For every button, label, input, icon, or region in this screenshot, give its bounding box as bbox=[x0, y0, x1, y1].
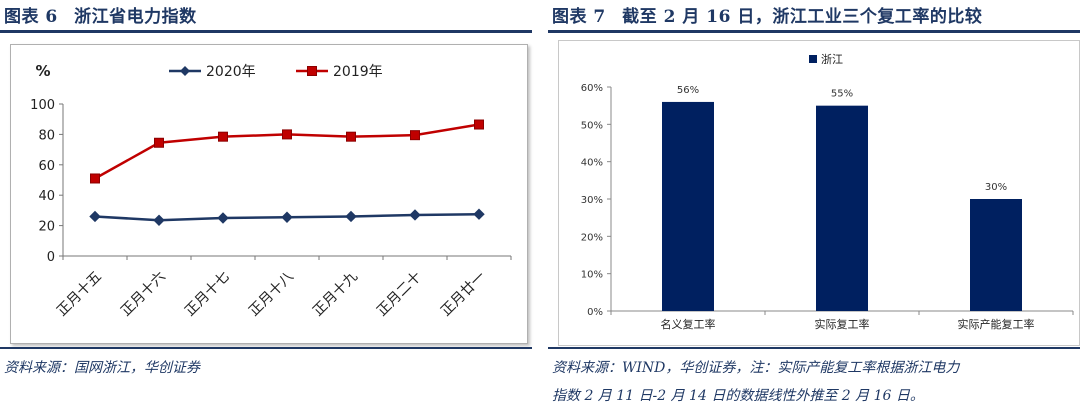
x-tick-label: 正月廿一 bbox=[438, 269, 489, 320]
line-chart-svg: 0 20 40 60 80 100% 正月十五 正月十六 正月十七 正月十八 正月十九 正月二十 正月廿… bbox=[30, 62, 512, 320]
data-point-marker bbox=[345, 210, 357, 223]
data-point-marker bbox=[409, 209, 421, 221]
left-figure-label: 图表 6 bbox=[4, 7, 58, 27]
y-axis-label: % bbox=[35, 62, 50, 80]
bar-实际复工率 bbox=[816, 105, 868, 312]
y-tick-label: 0% bbox=[587, 307, 603, 318]
y-tick-label: 50% bbox=[581, 120, 603, 131]
x-tick-label: 正月十七 bbox=[182, 269, 233, 320]
bar-实际产能复工率 bbox=[970, 199, 1022, 311]
bar-data-label: 55% bbox=[831, 89, 853, 100]
left-bottom-rule bbox=[0, 347, 532, 349]
legend-marker bbox=[180, 66, 190, 76]
y-tick-label: 60 bbox=[38, 159, 55, 174]
right-source-line-2: 指数 2 月 11 日-2 月 14 日的数据线性外推至 2 月 16 日。 bbox=[552, 388, 924, 404]
data-point-marker bbox=[153, 214, 165, 226]
legend-label: 2019年 bbox=[333, 64, 383, 80]
left-source-note: 资料来源：国网浙江，华创证券 bbox=[4, 360, 200, 376]
bar-data-label: 30% bbox=[985, 182, 1007, 193]
right-figure-title: 截至 2 月 16 日，浙江工业三个复工率的比较 bbox=[622, 7, 983, 27]
left-line-chart: 0 20 40 60 80 100% 正月十五 正月十六 正月十七 正月十八 正月十九 正月二十 正月廿… bbox=[10, 44, 528, 344]
data-point-marker bbox=[89, 210, 101, 223]
y-tick-label: 40% bbox=[581, 158, 603, 169]
y-tick-label: 40 bbox=[38, 189, 55, 204]
x-tick-label: 正月二十 bbox=[374, 269, 425, 320]
data-point-marker bbox=[90, 173, 100, 184]
left-figure-panel: 图表 6 浙江省电力指数 0 20 40 60 80 100% 正月十五 正月十六 正月十七 正月… bbox=[0, 0, 532, 410]
x-tick-label: 实际产能复工率 bbox=[958, 317, 1035, 331]
data-point-marker bbox=[154, 137, 164, 148]
y-tick-label: 20 bbox=[38, 220, 55, 235]
x-tick-label: 实际复工率 bbox=[815, 317, 870, 331]
right-source-line-1: 资料来源：WIND，华创证券，注：实际产能复工率根据浙江电力 bbox=[552, 360, 960, 376]
y-tick-label: 80 bbox=[38, 128, 55, 143]
y-tick-label: 100 bbox=[30, 98, 55, 113]
left-figure-title: 浙江省电力指数 bbox=[74, 7, 197, 27]
right-bottom-rule bbox=[548, 347, 1080, 349]
data-point-marker bbox=[473, 208, 485, 220]
bar-data-label: 56% bbox=[677, 85, 699, 96]
legend-label: 2020年 bbox=[206, 64, 256, 80]
x-tick-label: 正月十六 bbox=[118, 269, 169, 320]
legend-marker bbox=[307, 66, 317, 76]
data-point-marker bbox=[346, 131, 356, 142]
bar-名义复工率 bbox=[662, 101, 714, 311]
right-figure-panel: 图表 7 截至 2 月 16 日，浙江工业三个复工率的比较 0% 10% 20% 30… bbox=[548, 0, 1080, 410]
x-tick-label: 正月十九 bbox=[310, 269, 361, 320]
right-top-rule bbox=[548, 30, 1080, 33]
data-point-marker bbox=[474, 119, 484, 130]
right-source-note: 资料来源：WIND，华创证券，注：实际产能复工率根据浙江电力 指数 2 月 11… bbox=[552, 354, 959, 410]
right-bar-chart: 0% 10% 20% 30% 40% 50% 60% 56% 名义复工率 55% 实际复工率 30% 实… bbox=[558, 40, 1080, 346]
data-point-marker bbox=[281, 211, 293, 223]
legend-swatch bbox=[809, 55, 817, 63]
x-tick-label: 正月十五 bbox=[54, 269, 105, 320]
y-tick-label: 0 bbox=[47, 250, 55, 265]
y-tick-label: 10% bbox=[581, 270, 603, 281]
data-point-marker bbox=[282, 129, 292, 140]
left-top-rule bbox=[0, 30, 532, 33]
legend-label: 浙江 bbox=[821, 53, 843, 66]
y-tick-label: 20% bbox=[581, 232, 603, 243]
right-figure-heading: 图表 7 截至 2 月 16 日，浙江工业三个复工率的比较 bbox=[552, 2, 982, 28]
left-figure-heading: 图表 6 浙江省电力指数 bbox=[4, 2, 197, 28]
y-tick-label: 30% bbox=[581, 195, 603, 206]
right-figure-label: 图表 7 bbox=[552, 7, 606, 27]
data-point-marker bbox=[410, 130, 420, 141]
data-point-marker bbox=[218, 131, 228, 142]
data-point-marker bbox=[217, 212, 229, 224]
y-tick-label: 60% bbox=[581, 83, 603, 94]
bar-chart-svg: 0% 10% 20% 30% 40% 50% 60% 56% 名义复工率 55% 实际复工率 30% 实… bbox=[581, 53, 1074, 331]
x-tick-label: 正月十八 bbox=[246, 269, 297, 320]
x-tick-label: 名义复工率 bbox=[661, 317, 716, 331]
